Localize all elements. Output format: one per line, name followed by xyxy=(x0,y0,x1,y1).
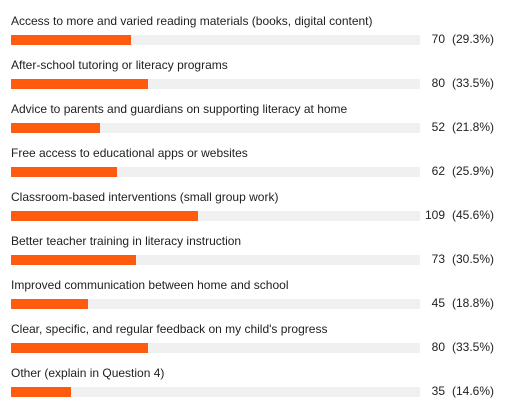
bar-percent-label: (21.8%) xyxy=(451,120,494,134)
bar-count-label: 62 xyxy=(431,164,445,178)
bar xyxy=(11,343,148,353)
bar-percent-label: (30.5%) xyxy=(451,252,494,266)
bar-category-label: Advice to parents and guardians on suppo… xyxy=(11,102,348,116)
bar xyxy=(11,255,136,265)
bar-category-label: Clear, specific, and regular feedback on… xyxy=(11,322,328,336)
bar-row: Other (explain in Question 4) 35 (14.6%) xyxy=(0,366,522,410)
bar-track xyxy=(11,343,420,353)
bar-percent-label: (29.3%) xyxy=(451,32,494,46)
bar-percent-label: (18.8%) xyxy=(451,296,494,310)
bar-count-label: 70 xyxy=(431,32,445,46)
bar-category-label: Better teacher training in literacy inst… xyxy=(11,234,242,248)
bar xyxy=(11,79,148,89)
bar xyxy=(11,211,198,221)
bar-percent-label: (33.5%) xyxy=(451,340,494,354)
bar-category-label: Improved communication between home and … xyxy=(11,278,289,292)
bar-category-label: Other (explain in Question 4) xyxy=(11,366,165,380)
bar-percent-label: (33.5%) xyxy=(451,76,494,90)
bar-row: After-school tutoring or literacy progra… xyxy=(0,58,522,102)
bar xyxy=(11,299,88,309)
bar-count-label: 80 xyxy=(431,76,445,90)
bar-count-label: 45 xyxy=(431,296,445,310)
bar-percent-label: (14.6%) xyxy=(451,384,494,398)
bar-track xyxy=(11,79,420,89)
bar-track xyxy=(11,255,420,265)
bar-track xyxy=(11,299,420,309)
bar-row: Better teacher training in literacy inst… xyxy=(0,234,522,278)
bar-track xyxy=(11,123,420,133)
bar-category-label: Free access to educational apps or websi… xyxy=(11,146,248,160)
bar-percent-label: (45.6%) xyxy=(451,208,494,222)
bar-category-label: After-school tutoring or literacy progra… xyxy=(11,58,228,72)
bar-category-label: Classroom-based interventions (small gro… xyxy=(11,190,279,204)
bar-row: Classroom-based interventions (small gro… xyxy=(0,190,522,234)
bar-count-label: 52 xyxy=(431,120,445,134)
bar-count-label: 80 xyxy=(431,340,445,354)
bar xyxy=(11,387,71,397)
bar-count-label: 109 xyxy=(424,208,445,222)
bar-row: Access to more and varied reading materi… xyxy=(0,14,522,58)
bar xyxy=(11,167,117,177)
bar-percent-label: (25.9%) xyxy=(451,164,494,178)
bar-row: Improved communication between home and … xyxy=(0,278,522,322)
bar-track xyxy=(11,211,420,221)
bar xyxy=(11,123,101,133)
bar-count-label: 35 xyxy=(431,384,445,398)
bar-count-label: 73 xyxy=(431,252,445,266)
bar-track xyxy=(11,387,420,397)
bar-category-label: Access to more and varied reading materi… xyxy=(11,14,373,28)
bar-row: Advice to parents and guardians on suppo… xyxy=(0,102,522,146)
bar-row: Clear, specific, and regular feedback on… xyxy=(0,322,522,366)
bar xyxy=(11,35,131,45)
bar-row: Free access to educational apps or websi… xyxy=(0,146,522,190)
bar-track xyxy=(11,35,420,45)
bar-track xyxy=(11,167,420,177)
